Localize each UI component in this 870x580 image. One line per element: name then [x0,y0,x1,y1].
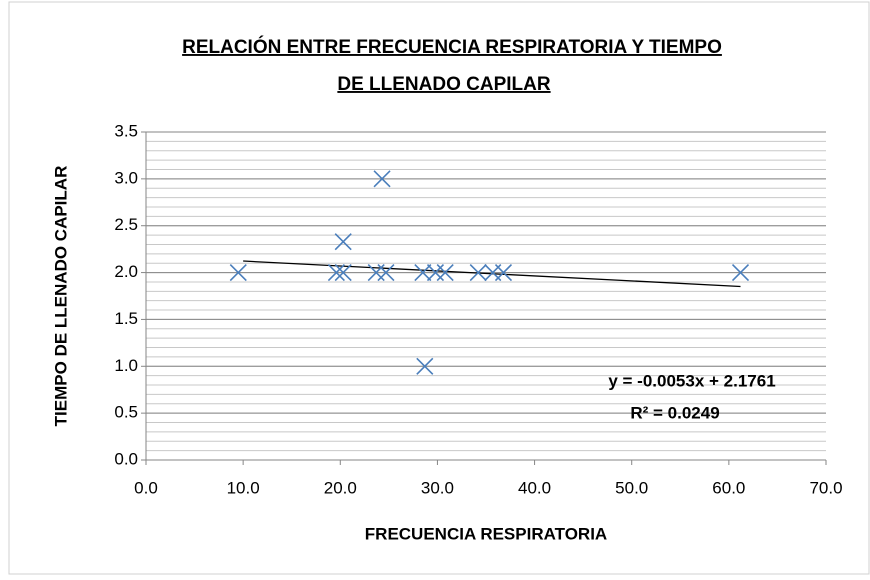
x-tick-label: 70.0 [809,478,842,497]
y-tick-label: 0.5 [114,403,138,422]
trendline-r2: R² = 0.0249 [630,403,719,422]
marker [229,264,247,282]
y-tick-label: 0.0 [114,449,138,468]
marker [377,264,395,282]
x-tick-label: 60.0 [712,478,745,497]
y-axis-title: TIEMPO DE LLENADO CAPILAR [51,166,70,427]
marker [731,264,750,282]
y-tick-label: 2.5 [114,215,138,234]
trendline-equation: y = -0.0053x + 2.1761 [608,371,775,390]
x-tick-label: 0.0 [134,478,158,497]
x-tick-label: 10.0 [227,478,260,497]
x-tick-label: 20.0 [324,478,357,497]
y-tick-label: 3.5 [114,121,138,140]
x-tick-label: 40.0 [518,478,551,497]
y-tick-label: 2.0 [114,262,138,281]
x-axis-title: FRECUENCIA RESPIRATORIA [365,524,607,543]
marker [327,264,345,282]
marker [416,357,434,375]
x-tick-label: 50.0 [615,478,648,497]
marker [469,264,487,282]
chart-title: RELACIÓN ENTRE FRECUENCIA RESPIRATORIA Y… [182,36,722,58]
chart-border [8,1,870,575]
marker [414,264,432,282]
y-tick-label: 3.0 [114,168,138,187]
y-tick-label: 1.5 [114,309,138,328]
y-tick-label: 1.0 [114,356,138,375]
marker [334,233,352,251]
marker [436,264,454,282]
marker [334,264,352,282]
marker [494,264,513,282]
chart-title: DE LLENADO CAPILAR [337,74,551,95]
marker [373,170,391,188]
x-tick-label: 30.0 [421,478,454,497]
